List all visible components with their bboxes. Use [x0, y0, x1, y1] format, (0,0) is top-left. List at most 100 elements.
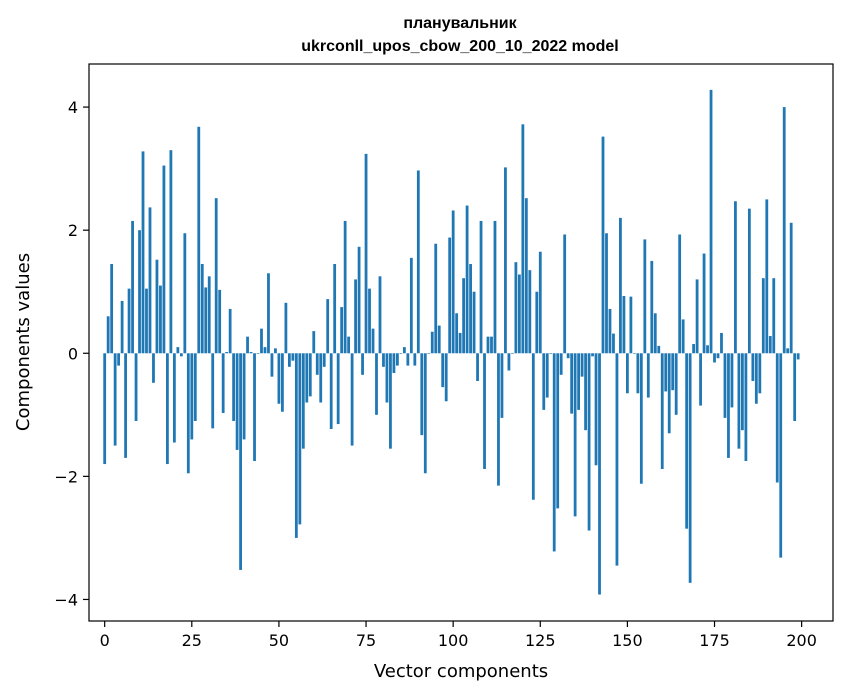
bar: [197, 126, 201, 354]
bar: [685, 353, 689, 529]
bar: [329, 353, 333, 429]
bar: [396, 353, 399, 366]
y-axis-ticks: −4 −2 0 2 4: [54, 98, 89, 609]
x-tick-label: 75: [356, 631, 376, 650]
bar: [653, 313, 657, 354]
bar: [287, 353, 291, 367]
bar: [406, 353, 410, 366]
bar: [737, 353, 741, 449]
bar: [416, 170, 420, 354]
bar: [448, 237, 452, 354]
bar: [211, 353, 215, 429]
bar: [186, 353, 190, 474]
x-axis-ticks: 0 25 50 75 100 125 150 175 200: [100, 621, 817, 650]
y-tick-label: −2: [54, 467, 78, 486]
bar: [563, 234, 567, 354]
x-tick-label: 50: [269, 631, 289, 650]
bar: [692, 344, 695, 354]
bar: [399, 353, 403, 354]
x-tick-label: 100: [438, 631, 469, 650]
bar: [786, 348, 790, 354]
x-tick-label: 0: [100, 631, 110, 650]
bar: [758, 353, 762, 394]
x-axis-label: Vector components: [374, 661, 548, 682]
bar: [570, 353, 574, 414]
bar: [336, 353, 340, 425]
bar: [577, 353, 581, 410]
bar: [166, 353, 169, 465]
bar: [232, 353, 236, 421]
bar: [626, 353, 629, 394]
bar: [385, 353, 389, 403]
bar: [409, 257, 413, 354]
bar: [528, 270, 532, 354]
bar: [256, 353, 260, 354]
bar: [678, 234, 682, 354]
bar: [110, 264, 114, 354]
bar: [347, 336, 351, 354]
bar: [744, 353, 748, 461]
bar: [632, 353, 636, 354]
bar: [517, 274, 521, 354]
bar: [542, 353, 546, 410]
bar: [274, 348, 277, 354]
bar: [538, 251, 542, 354]
bar: [483, 353, 486, 469]
bar: [267, 273, 270, 354]
bar: [333, 264, 337, 354]
bar: [511, 353, 514, 354]
bar: [392, 353, 396, 373]
bar: [681, 319, 685, 354]
bar: [357, 246, 361, 354]
y-tick-label: −4: [54, 590, 78, 609]
bar: [524, 198, 528, 354]
bar: [249, 352, 253, 354]
bar: [437, 325, 441, 354]
bar: [204, 287, 208, 354]
bar: [472, 291, 476, 354]
bar: [493, 220, 497, 354]
bar: [584, 353, 587, 431]
bar: [660, 353, 664, 469]
bar: [402, 347, 406, 354]
bar: [754, 353, 758, 404]
bar: [239, 353, 242, 570]
bar: [765, 199, 769, 354]
bar: [469, 264, 472, 354]
bar: [148, 207, 152, 354]
bar: [207, 276, 211, 354]
bar: [789, 222, 793, 354]
bar: [277, 353, 281, 404]
bar: [172, 353, 176, 443]
bar: [462, 278, 466, 354]
bar: [500, 353, 504, 418]
bar: [514, 262, 518, 354]
x-tick-label: 200: [786, 631, 817, 650]
bar: [260, 328, 263, 354]
bar: [253, 353, 256, 461]
bar: [796, 353, 800, 360]
bar: [350, 353, 354, 446]
bar: [598, 353, 601, 595]
bar: [636, 353, 640, 394]
bar: [301, 353, 305, 449]
bar: [723, 353, 727, 418]
bar: [531, 353, 535, 500]
bar: [423, 353, 427, 474]
bar: [556, 353, 560, 509]
bar: [458, 332, 462, 354]
bar: [497, 353, 500, 486]
y-axis-label: Components values: [13, 253, 34, 431]
bar: [228, 308, 232, 354]
bar: [559, 353, 563, 375]
bar: [622, 296, 626, 354]
y-tick-label: 2: [68, 221, 78, 240]
bar: [340, 307, 344, 354]
bar: [138, 230, 141, 354]
bar: [504, 167, 507, 354]
bar: [441, 353, 445, 388]
bar: [688, 353, 692, 583]
bar: [270, 353, 274, 377]
bar: [113, 353, 117, 446]
